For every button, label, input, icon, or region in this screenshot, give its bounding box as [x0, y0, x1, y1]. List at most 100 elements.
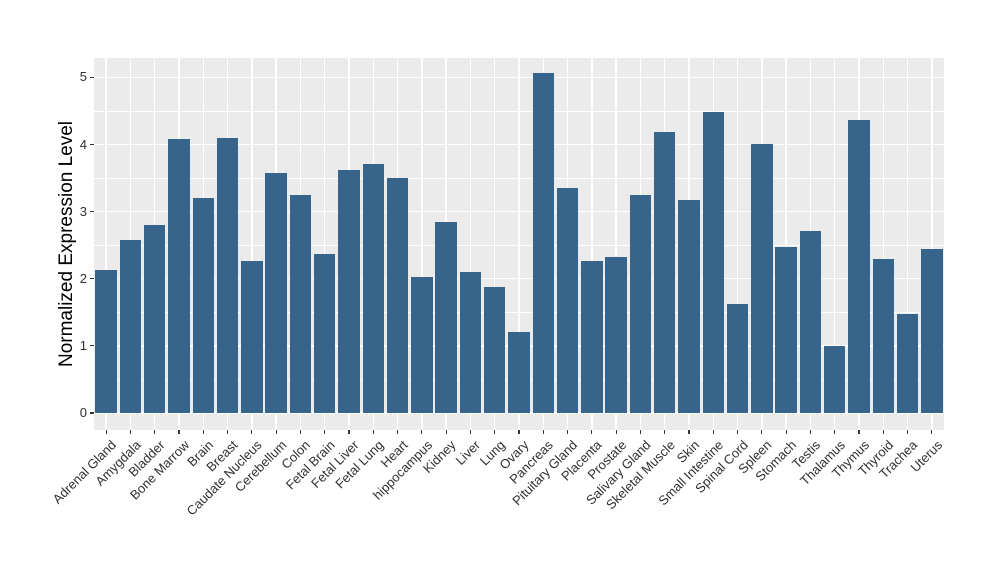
x-tick	[736, 430, 739, 434]
category-gridline	[882, 58, 884, 430]
x-tick	[785, 430, 787, 434]
x-tick	[931, 430, 933, 434]
x-tick	[105, 430, 107, 434]
bar-prostate	[605, 257, 627, 413]
x-tick	[591, 430, 593, 434]
bar-breast	[216, 137, 239, 414]
x-tick	[129, 430, 132, 434]
x-tick	[834, 430, 836, 434]
y-tick-label: 0	[79, 405, 87, 421]
bar-salivary-gland	[629, 194, 652, 414]
y-tick	[90, 278, 94, 280]
x-tick	[858, 430, 860, 434]
x-tick	[639, 430, 642, 434]
bar-brain	[192, 197, 215, 413]
bar-colon	[289, 194, 312, 414]
x-tick	[348, 430, 350, 434]
x-tick	[494, 430, 496, 434]
x-tick	[906, 430, 909, 434]
x-tick	[664, 430, 666, 434]
bar-bladder	[143, 225, 166, 413]
y-tick-label: 5	[79, 69, 87, 85]
category-gridline	[105, 58, 107, 430]
y-tick	[90, 76, 94, 79]
category-gridline	[834, 58, 836, 430]
bar-spleen	[751, 143, 773, 413]
y-tick-label: 1	[79, 337, 87, 353]
x-tick	[226, 430, 229, 434]
category-gridline	[469, 58, 472, 430]
x-tick	[688, 430, 690, 434]
category-gridline	[906, 58, 909, 430]
x-tick	[712, 430, 714, 434]
bar-hippocampus	[411, 276, 433, 414]
bar-lung	[483, 286, 506, 413]
bar-thyroid	[872, 259, 895, 413]
category-gridline	[931, 58, 933, 430]
bar-pancreas	[532, 73, 555, 413]
category-gridline	[785, 58, 787, 430]
category-gridline	[615, 58, 617, 430]
bar-heart	[386, 178, 409, 414]
x-tick	[469, 430, 472, 434]
category-gridline	[421, 58, 423, 430]
x-tick	[202, 430, 204, 434]
bar-skeletal-muscle	[653, 132, 676, 413]
category-gridline	[736, 58, 739, 430]
category-gridline	[251, 58, 253, 430]
y-tick	[90, 143, 94, 146]
x-tick	[299, 430, 302, 434]
x-tick	[275, 430, 277, 434]
bar-caudate-nucleus	[241, 260, 263, 413]
bar-thymus	[848, 119, 870, 413]
y-axis-title: Normalized Expression Level	[56, 120, 77, 368]
x-tick	[154, 430, 156, 434]
y-tick	[90, 211, 94, 213]
x-tick	[324, 430, 326, 434]
x-tick	[445, 430, 447, 434]
x-tick	[542, 430, 544, 434]
y-tick-label: 4	[79, 136, 87, 152]
chart-panel	[94, 58, 944, 430]
bar-skin	[678, 200, 700, 413]
bar-thalamus	[823, 345, 846, 414]
bar-cerebellum	[265, 172, 287, 413]
y-tick-label: 3	[79, 203, 87, 219]
bar-spinal-cord	[726, 304, 749, 414]
bar-testis	[799, 231, 822, 413]
x-tick	[518, 430, 520, 434]
bar-liver	[459, 272, 482, 413]
bar-trachea	[896, 314, 919, 413]
x-tick	[882, 430, 884, 434]
bar-amygdala	[119, 239, 142, 413]
bar-kidney	[435, 221, 457, 414]
bar-placenta	[581, 260, 603, 413]
bar-fetal-lung	[362, 164, 385, 413]
y-tick	[90, 412, 94, 414]
x-tick	[421, 430, 423, 434]
bar-fetal-brain	[313, 253, 336, 413]
bar-stomach	[775, 246, 797, 413]
x-tick	[178, 430, 180, 434]
bar-pituitary-gland	[556, 187, 579, 413]
x-tick	[396, 430, 399, 434]
category-gridline	[494, 58, 496, 430]
x-tick	[809, 430, 812, 434]
x-tick	[615, 430, 617, 434]
bar-uterus	[921, 248, 943, 414]
x-tick	[251, 430, 253, 434]
y-tick	[90, 345, 94, 347]
bar-bone-marrow	[168, 139, 190, 414]
bar-adrenal-gland	[95, 270, 117, 413]
bar-small-intestine	[702, 112, 725, 414]
category-gridline	[591, 58, 593, 430]
x-tick	[761, 430, 763, 434]
bar-ovary	[508, 332, 530, 414]
x-tick-label: Liver	[452, 437, 484, 468]
category-gridline	[324, 58, 326, 430]
category-gridline	[518, 58, 520, 430]
x-tick	[372, 430, 374, 434]
x-tick	[566, 430, 569, 434]
bar-fetal-liver	[338, 170, 360, 413]
